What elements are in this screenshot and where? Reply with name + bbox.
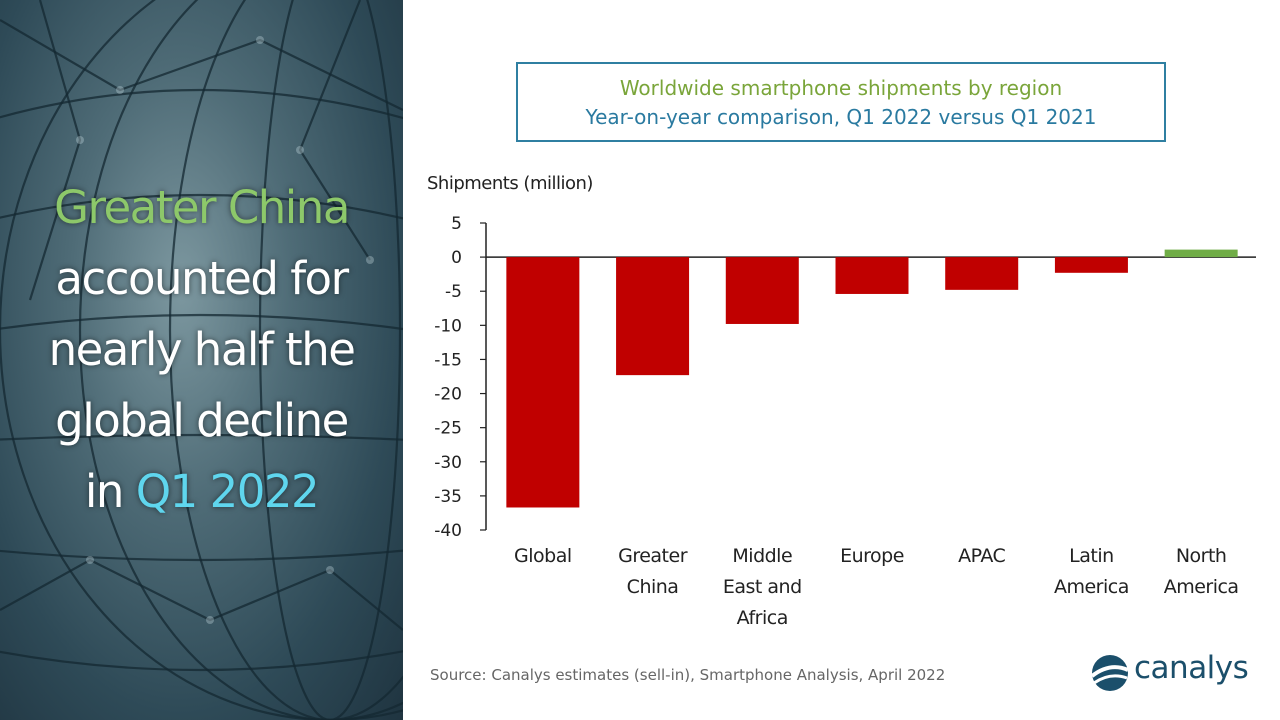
bar: [945, 257, 1019, 290]
headline-line-4: global decline: [55, 394, 349, 447]
x-category-label: North: [1176, 545, 1227, 567]
bar: [506, 257, 580, 508]
y-tick-label: -10: [434, 316, 462, 336]
x-category-label: Latin: [1069, 545, 1114, 567]
bar: [616, 257, 690, 376]
y-axis-label: Shipments (million): [427, 173, 593, 194]
y-tick-label: -15: [434, 350, 462, 370]
x-category-label: Global: [514, 545, 572, 567]
y-tick-label: -35: [434, 487, 462, 507]
wireframe-globe-background: [0, 0, 403, 720]
x-category-label: America: [1164, 576, 1239, 598]
x-category-label: APAC: [958, 545, 1005, 567]
y-tick-label: -40: [434, 521, 462, 541]
headline-highlight-region: Greater China: [54, 181, 350, 234]
y-tick-label: -5: [445, 282, 462, 302]
headline-highlight-period: Q1 2022: [135, 465, 320, 518]
x-category-label: Africa: [737, 607, 788, 629]
source-note: Source: Canalys estimates (sell-in), Sma…: [430, 666, 946, 684]
chart-subtitle: Year-on-year comparison, Q1 2022 versus …: [585, 105, 1097, 129]
y-tick-label: 0: [451, 248, 462, 268]
bar: [835, 257, 909, 294]
bar: [725, 257, 799, 324]
headline-line-5: in Q1 2022: [0, 456, 403, 527]
y-tick-label: -20: [434, 385, 462, 405]
logo-wordmark: canalys: [1134, 650, 1249, 686]
x-category-label: America: [1054, 576, 1129, 598]
x-category-label: Greater: [618, 545, 688, 567]
y-tick-label: 5: [451, 214, 462, 234]
y-tick-label: -30: [434, 453, 462, 473]
chart-title-box: Worldwide smartphone shipments by region…: [516, 62, 1166, 142]
headline-line-5-prefix: in: [84, 465, 125, 518]
bar: [1054, 257, 1128, 273]
x-category-label: Europe: [840, 545, 904, 567]
headline-line-2: accounted for: [55, 252, 349, 305]
headline: Greater China accounted for nearly half …: [0, 172, 403, 527]
x-category-label: Middle: [732, 545, 792, 567]
canalys-logo-icon: [1090, 655, 1129, 691]
left-image-panel: Greater China accounted for nearly half …: [0, 0, 403, 720]
chart-title: Worldwide smartphone shipments by region: [619, 76, 1063, 100]
headline-line-3: nearly half the: [48, 323, 356, 376]
y-tick-label: -25: [434, 419, 462, 439]
bar: [1164, 249, 1238, 258]
x-category-label: East and: [723, 576, 802, 598]
x-category-label: China: [627, 576, 679, 598]
